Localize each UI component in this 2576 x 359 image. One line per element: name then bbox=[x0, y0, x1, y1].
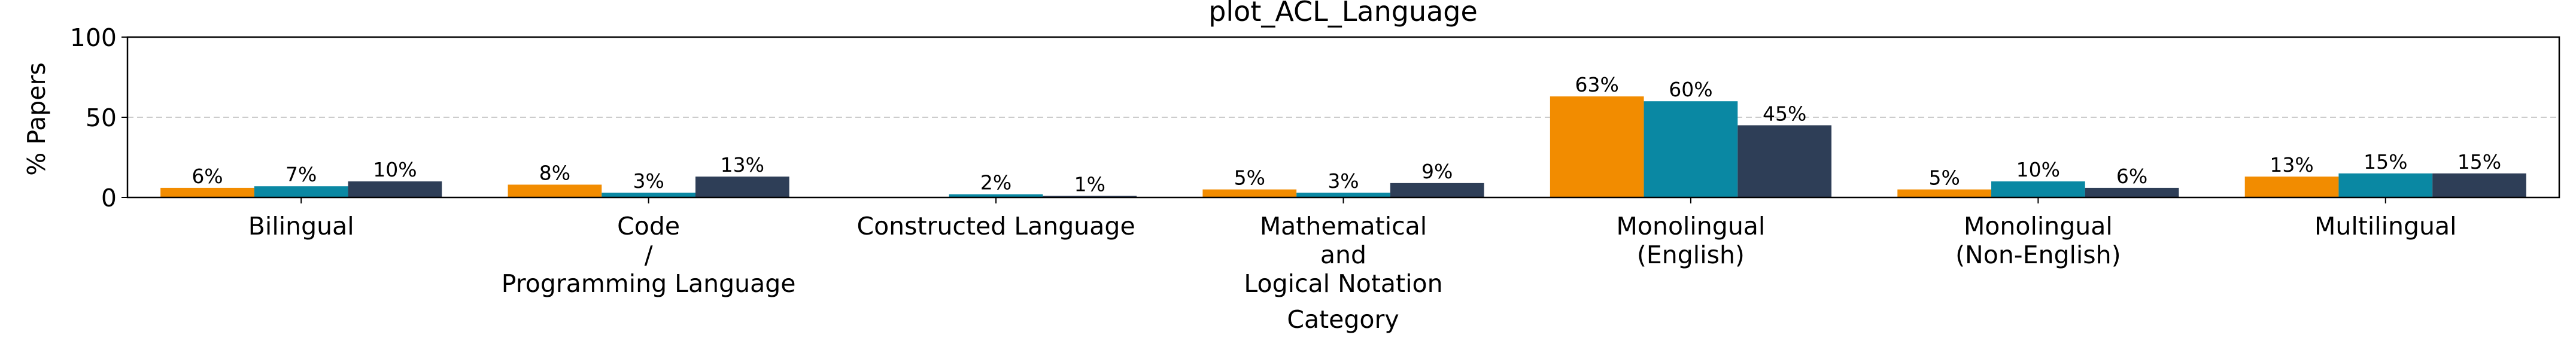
x-tick-label: Monolingual (Non-English) bbox=[1955, 212, 2121, 269]
bar bbox=[254, 186, 348, 197]
data-label: 13% bbox=[2270, 153, 2313, 177]
bar bbox=[1550, 96, 1644, 197]
data-label: 1% bbox=[1074, 172, 1105, 196]
data-label: 8% bbox=[539, 162, 570, 185]
x-tick-label: Bilingual bbox=[248, 212, 354, 241]
bar bbox=[348, 181, 442, 197]
data-label: 60% bbox=[1669, 78, 1712, 101]
bar bbox=[949, 194, 1043, 197]
bar bbox=[1737, 125, 1832, 197]
y-tick-label: 0 bbox=[101, 184, 117, 212]
x-tick-label: Monolingual (English) bbox=[1617, 212, 1766, 269]
x-tick-label: Multilingual bbox=[2314, 212, 2457, 241]
bar bbox=[508, 184, 602, 197]
bar bbox=[1644, 101, 1738, 197]
plot-area: 6% 7% 10% Bilingual 8% 3% 13% Code / Programming … bbox=[70, 23, 2560, 298]
x-axis-label: Category bbox=[1287, 305, 1399, 334]
data-label: 6% bbox=[192, 165, 223, 188]
x-tick-label: Mathematical and Logical Notation bbox=[1244, 212, 1442, 298]
data-label: 9% bbox=[1421, 160, 1453, 183]
axes-frame bbox=[126, 36, 2560, 199]
y-axis-label: % Papers bbox=[22, 62, 51, 175]
data-label: 13% bbox=[721, 153, 764, 177]
bar bbox=[1296, 192, 1390, 197]
bar bbox=[1043, 196, 1137, 197]
data-label: 6% bbox=[2116, 165, 2147, 188]
data-label: 10% bbox=[373, 158, 417, 181]
data-label: 5% bbox=[1234, 166, 1265, 190]
data-label: 7% bbox=[285, 163, 317, 186]
y-tick-label: 100 bbox=[70, 23, 117, 52]
bar bbox=[2085, 187, 2179, 197]
x-tick-label: Code / Programming Language bbox=[502, 212, 796, 298]
data-label: 3% bbox=[1328, 169, 1359, 193]
x-tick-label: Constructed Language bbox=[856, 212, 1135, 241]
data-label: 45% bbox=[1763, 102, 1806, 125]
bar bbox=[2432, 173, 2526, 197]
data-label: 63% bbox=[1575, 73, 1619, 96]
bar bbox=[1897, 189, 1991, 197]
data-label: 15% bbox=[2364, 150, 2407, 174]
data-label: 15% bbox=[2457, 150, 2501, 174]
bar bbox=[695, 177, 789, 197]
bar bbox=[1390, 182, 1484, 197]
bar bbox=[160, 187, 254, 197]
bar bbox=[2338, 173, 2433, 197]
bar bbox=[1991, 181, 2085, 197]
data-label: 2% bbox=[980, 171, 1011, 194]
chart-title: plot_ACL_Language bbox=[1208, 0, 1478, 28]
data-label: 3% bbox=[633, 169, 664, 193]
data-label: 5% bbox=[1928, 166, 1960, 190]
data-label: 10% bbox=[2016, 158, 2060, 181]
y-tick-label: 50 bbox=[86, 104, 117, 132]
bar bbox=[1202, 189, 1297, 197]
bar bbox=[602, 192, 696, 197]
bar bbox=[2244, 177, 2339, 197]
